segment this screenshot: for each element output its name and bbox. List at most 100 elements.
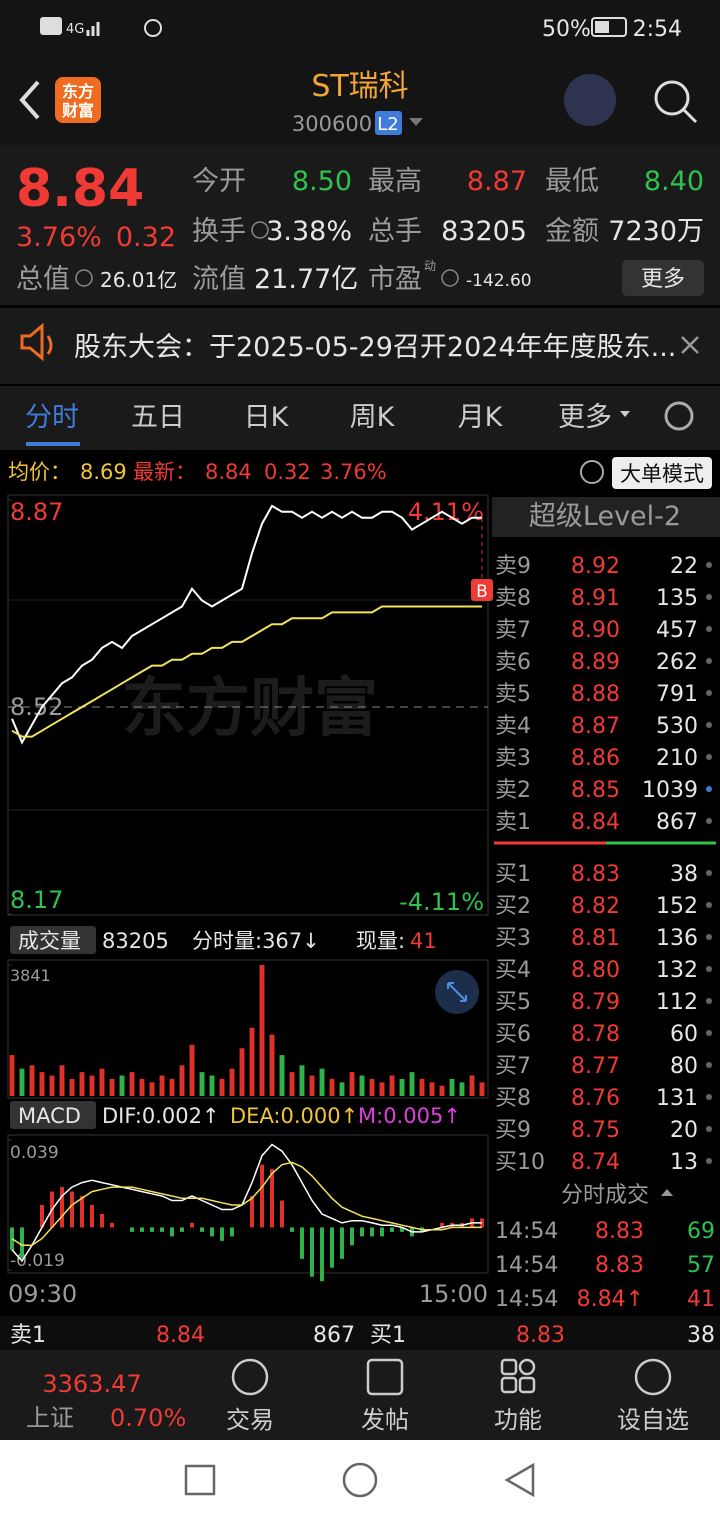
- volume-bar: [199, 1072, 205, 1096]
- volume-bar: [29, 1065, 35, 1096]
- tab[interactable]: 五日: [131, 402, 185, 433]
- macd-selector[interactable]: [10, 1101, 96, 1129]
- notice-text[interactable]: 股东大会：于2025-05-29召开2024年年度股东...: [74, 332, 676, 363]
- func-icon[interactable]: [500, 1358, 518, 1376]
- home-button[interactable]: [342, 1462, 378, 1498]
- volume-bar: [249, 1027, 255, 1096]
- post-icon[interactable]: [366, 1358, 404, 1396]
- bq-volume: 867: [313, 1323, 355, 1348]
- nav-label[interactable]: 交易: [226, 1406, 274, 1434]
- book-price: 8.81: [571, 926, 620, 951]
- volume-bar: [159, 1075, 165, 1096]
- volume-bar: [149, 1082, 155, 1096]
- search-icon[interactable]: [654, 80, 690, 116]
- book-dot: [706, 722, 712, 728]
- nav-label[interactable]: 功能: [494, 1406, 542, 1434]
- volume-selector[interactable]: [10, 926, 96, 954]
- tab[interactable]: 月K: [458, 402, 504, 433]
- field-label: 换手: [192, 216, 246, 247]
- book-label: 卖5: [495, 682, 531, 707]
- book-price: 8.89: [571, 650, 620, 675]
- tab[interactable]: 日K: [244, 402, 290, 433]
- change-pct: 3.76%: [16, 222, 102, 253]
- book-dot: [706, 1126, 712, 1132]
- info-icon[interactable]: [251, 221, 269, 239]
- close-icon[interactable]: [681, 336, 699, 354]
- dropdown-icon[interactable]: [409, 118, 423, 126]
- mode-label: 大单模式: [620, 462, 704, 486]
- book-volume: 867: [656, 810, 698, 835]
- book-price: 8.76: [571, 1086, 620, 1111]
- avatar[interactable]: [564, 74, 616, 126]
- level-text: L2: [377, 114, 398, 135]
- back-button[interactable]: [19, 80, 40, 120]
- book-label: 买2: [495, 894, 531, 919]
- help-icon[interactable]: [580, 460, 604, 484]
- book-title: 超级Level-2: [529, 501, 681, 532]
- volume-bar: [99, 1068, 105, 1096]
- book-dot: [706, 870, 712, 876]
- book-dot: [706, 562, 712, 568]
- logo[interactable]: [55, 77, 101, 123]
- volume-bar: [109, 1078, 115, 1096]
- book-label: 卖1: [495, 810, 531, 835]
- tab-indicator: [26, 442, 80, 446]
- bq-label: 买1: [370, 1323, 406, 1348]
- index-name: 上证: [26, 1404, 74, 1432]
- book-volume: 210: [656, 746, 698, 771]
- signal-icon: [86, 22, 100, 36]
- book-label: 买10: [495, 1150, 545, 1175]
- volume-bar: [9, 1055, 15, 1096]
- book-label: 买9: [495, 1118, 531, 1143]
- settings-icon[interactable]: [664, 401, 694, 431]
- book-dot: [706, 658, 712, 664]
- volume-bar: [359, 1075, 365, 1096]
- field-value: 8.40: [644, 166, 704, 197]
- book-volume: 136: [656, 926, 698, 951]
- tab-arrow: [620, 411, 630, 417]
- book-label: 卖3: [495, 746, 531, 771]
- nav-label[interactable]: 设自选: [617, 1406, 689, 1434]
- recent-button[interactable]: [184, 1464, 216, 1496]
- trade-price: 8.83: [595, 1253, 644, 1278]
- more-label: 更多: [641, 267, 685, 292]
- time-label: 15:00: [419, 1280, 488, 1308]
- expand-icon: [447, 982, 467, 1002]
- mode-button[interactable]: [612, 457, 712, 489]
- back-system-button[interactable]: [504, 1462, 535, 1498]
- volume-current-label: 现量:: [356, 929, 405, 953]
- field-label: 市盈: [368, 264, 422, 295]
- sort-icon: [661, 1189, 673, 1196]
- tab[interactable]: 更多: [558, 402, 612, 433]
- macd-frame: [7, 1134, 489, 1274]
- trade-time: 14:54: [495, 1219, 558, 1244]
- volume-bar: [339, 1082, 345, 1096]
- book-volume: 530: [656, 714, 698, 739]
- macd-dea: DEA:0.000↑: [230, 1104, 358, 1128]
- field-label: 最低: [545, 166, 599, 197]
- volume-bar: [209, 1075, 215, 1096]
- nav-label[interactable]: 发帖: [361, 1406, 409, 1434]
- volume-bar: [479, 1082, 485, 1096]
- level-badge: [375, 111, 402, 135]
- tab[interactable]: 分时: [25, 402, 79, 433]
- book-price: 8.84: [571, 810, 620, 835]
- watch-icon[interactable]: [634, 1358, 672, 1396]
- price-line: [11, 605, 482, 738]
- price-frame: [7, 494, 489, 916]
- volume-minute: 分时量:367↓: [192, 929, 320, 953]
- index-value[interactable]: 3363.47: [42, 1370, 141, 1398]
- avg-label: 均价：: [8, 460, 71, 484]
- stock-code: 300600: [292, 112, 372, 136]
- volume-bar: [139, 1078, 145, 1096]
- info-icon[interactable]: [441, 269, 459, 287]
- y-tick-label: 8.17: [10, 886, 63, 914]
- tab[interactable]: 周K: [350, 402, 396, 433]
- book-dot: [706, 902, 712, 908]
- field-label: 流值: [192, 264, 246, 295]
- book-dot: [706, 966, 712, 972]
- info-icon[interactable]: [75, 269, 93, 287]
- book-price: 8.91: [571, 586, 620, 611]
- more-button[interactable]: [622, 260, 704, 296]
- trade-icon[interactable]: [231, 1358, 269, 1396]
